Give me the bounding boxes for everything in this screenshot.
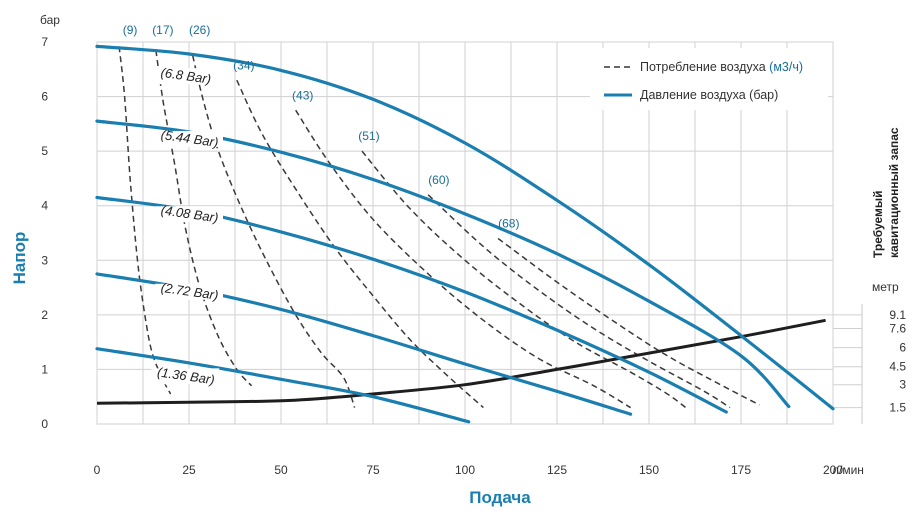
- air-consumption-label: (68): [498, 217, 519, 231]
- air-pressure-label: (6.8 Bar): [160, 65, 212, 87]
- y-tick-label: 7: [41, 35, 48, 49]
- y-tick-label: 6: [41, 90, 48, 104]
- y-tick-label: 1: [41, 362, 48, 376]
- air-consumption-label: (60): [428, 173, 449, 187]
- air-consumption-curve: [427, 194, 731, 409]
- y-tick-label: 3: [41, 253, 48, 267]
- npsh-axis-title: Требуемый кавитационный запас: [871, 127, 901, 258]
- air-consumption-curve: [497, 237, 760, 406]
- y-tick-label: 4: [41, 199, 48, 213]
- air-consumption-label: (9): [123, 23, 138, 37]
- x-tick-label: 0: [94, 463, 101, 477]
- npsh-title-line1: Требуемый: [871, 190, 885, 258]
- air-pressure-curve: [95, 44, 835, 411]
- air-consumption-curve: [295, 109, 631, 409]
- pressure-label-bg: [155, 130, 223, 147]
- curve-labels: (9) (17) (26) (34) (43) (51) (60) (68) (6.8 Bar)…: [123, 23, 520, 388]
- npsh-curve-group: [96, 318, 826, 405]
- y-axis-title: Напор: [10, 232, 29, 285]
- pressure-label-bg: [151, 368, 220, 385]
- axis-ticks: 0 25 50 75 100 125 150 175 200 0 1 2 3 4 5 6 7 9.17.6 6 4.5…: [41, 35, 906, 477]
- npsh-tick-label: 1.5: [889, 401, 906, 415]
- legend-air-consumption: Потребление воздуха (м3/ч): [640, 60, 803, 74]
- legend: Потребление воздуха (м3/ч) Давление возд…: [590, 48, 828, 110]
- x-tick-label: 100: [455, 463, 475, 477]
- y-tick-label: 0: [41, 417, 48, 431]
- x-unit-label: л/мин: [832, 463, 864, 477]
- npsh-tick-label: 4.5: [889, 360, 906, 374]
- x-axis-title: Подача: [469, 488, 531, 507]
- x-tick-label: 200: [823, 463, 843, 477]
- npsh-tick-label: 9.1: [889, 308, 906, 322]
- y-unit-label: бар: [40, 13, 60, 27]
- x-tick-label: 150: [639, 463, 659, 477]
- air-consumption-label: (51): [358, 129, 379, 143]
- legend-box: [590, 48, 828, 110]
- x-tick-label: 50: [274, 463, 288, 477]
- x-tick-label: 75: [366, 463, 380, 477]
- pressure-label-bg: [151, 68, 220, 85]
- air-consumption-label: (34): [233, 58, 254, 72]
- npsh-tick-label: 3: [899, 378, 906, 392]
- x-tick-label: 125: [547, 463, 567, 477]
- air-consumption-label: (26): [189, 23, 210, 37]
- x-tick-label: 25: [182, 463, 196, 477]
- y-tick-label: 5: [41, 144, 48, 158]
- air-consumption-label: (43): [292, 88, 313, 102]
- npsh-tick-label: 7.6: [889, 322, 906, 336]
- air-pressure-curve: [95, 347, 471, 424]
- air-consumption-curve: [191, 55, 356, 408]
- legend-air-consumption-label: Потребление воздуха: [640, 60, 769, 74]
- npsh-curve: [96, 318, 826, 405]
- npsh-title-line2: кавитационный запас: [887, 127, 901, 258]
- pressure-label-bg: [155, 206, 223, 223]
- npsh-tick-label: 6: [899, 341, 906, 355]
- pressure-label-bg: [155, 283, 223, 300]
- air-consumption-curve: [361, 150, 687, 409]
- legend-air-pressure: Давление воздуха (бар): [640, 88, 778, 102]
- x-tick-label: 175: [731, 463, 751, 477]
- legend-air-consumption-unit: (м3/ч): [769, 60, 803, 74]
- air-consumption-label: (17): [152, 23, 173, 37]
- npsh-unit-label: метр: [872, 280, 899, 294]
- y-tick-label: 2: [41, 308, 48, 322]
